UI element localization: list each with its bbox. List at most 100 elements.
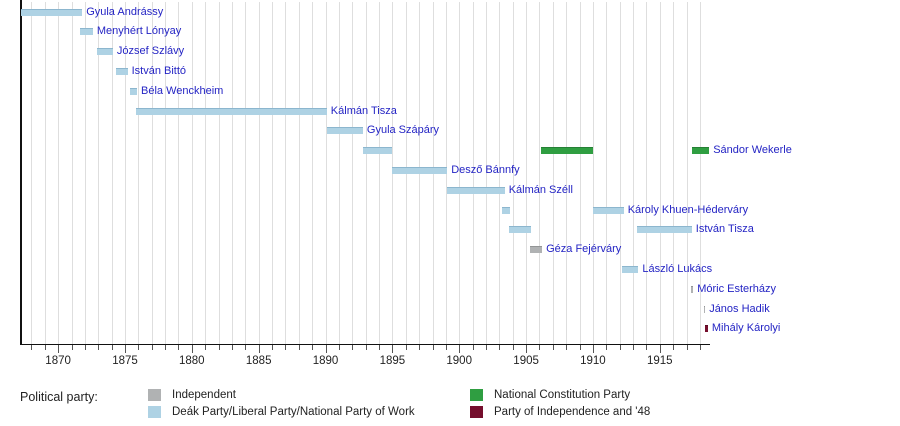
- x-axis-tick: [325, 345, 327, 353]
- pm-name-label: Desző Bánnfy: [451, 163, 520, 176]
- x-axis-tick: [379, 345, 380, 350]
- year-gridline: [125, 2, 126, 344]
- term-bar: [540, 147, 593, 155]
- legend-label: Party of Independence and '48: [494, 406, 651, 418]
- term-bar: [592, 206, 624, 214]
- year-gridline: [325, 2, 327, 344]
- x-axis-tick: [485, 345, 487, 350]
- x-axis-tick: [673, 345, 675, 350]
- term-bar: [637, 226, 692, 234]
- pm-name-label: István Tisza: [695, 223, 754, 236]
- year-gridline: [285, 2, 287, 344]
- x-axis-tick: [659, 345, 661, 353]
- x-axis-tick-label: 1905: [513, 355, 539, 367]
- x-axis-tick: [338, 345, 340, 350]
- year-gridline: [699, 2, 701, 344]
- year-gridline: [566, 2, 568, 344]
- plot-area: 1870 1875 1880 1885 1890 1895 1900 1905 1910 1915…: [20, 0, 792, 367]
- year-gridline: [191, 2, 193, 344]
- x-axis-tick: [432, 345, 434, 350]
- pm-name-label: Gyula Andrássy: [86, 5, 164, 18]
- year-gridline: [272, 2, 273, 344]
- legend-swatch-independence48: [470, 406, 483, 418]
- year-gridline: [686, 2, 688, 344]
- term-bar: [115, 67, 128, 75]
- pm-name-label: Károly Khuen-Héderváry: [627, 203, 749, 216]
- term-bar: [447, 186, 505, 194]
- term-bar: [130, 87, 137, 95]
- x-axis-tick: [566, 345, 568, 350]
- x-axis-tick: [606, 345, 608, 350]
- x-axis-tick: [58, 345, 60, 353]
- x-axis-tick-label: 1900: [446, 355, 472, 367]
- x-axis-tick: [619, 345, 621, 350]
- x-axis-tick: [31, 345, 33, 350]
- year-gridline: [298, 2, 300, 344]
- x-axis-tick-label: 1890: [312, 355, 339, 367]
- year-gridline: [472, 2, 474, 344]
- year-gridline: [526, 2, 528, 344]
- x-axis-tick: [44, 345, 46, 350]
- legend-swatch-independent: [148, 389, 161, 401]
- term-bar: [703, 305, 706, 313]
- x-axis-tick: [365, 345, 367, 350]
- year-gridline: [151, 2, 153, 344]
- x-axis-tick: [165, 345, 167, 350]
- year-gridline: [245, 2, 247, 344]
- x-axis-tick: [125, 345, 126, 353]
- x-axis-tick: [71, 345, 73, 350]
- pm-name-label: Géza Fejérváry: [546, 243, 622, 256]
- term-bar: [20, 8, 83, 16]
- x-axis-tick: [245, 345, 247, 350]
- year-gridline: [138, 2, 140, 344]
- x-axis-tick: [312, 345, 314, 350]
- term-bar: [690, 285, 694, 293]
- term-bar: [705, 325, 708, 333]
- x-axis-tick: [272, 345, 273, 350]
- x-axis-tick-label: 1910: [580, 355, 606, 367]
- term-bar: [96, 48, 113, 56]
- term-bar: [135, 107, 327, 115]
- pm-name-label: István Bittó: [131, 64, 187, 77]
- x-axis-tick: [218, 345, 220, 350]
- year-gridline: [165, 2, 167, 344]
- pm-name-label: Móric Esterházy: [697, 282, 777, 295]
- pm-name-label: Béla Wenckheim: [141, 84, 224, 97]
- x-axis-tick: [646, 345, 648, 350]
- year-gridline: [178, 2, 180, 344]
- year-gridline: [71, 2, 73, 344]
- term-bar: [622, 265, 639, 273]
- pm-name-label: Sándor Wekerle: [713, 144, 792, 157]
- pm-name-label: Menyhért Lónyay: [96, 25, 182, 38]
- x-axis-tick: [686, 345, 688, 350]
- year-gridline: [365, 2, 367, 344]
- year-gridline: [84, 2, 86, 344]
- legend: Political party: Independent Deák Party/L…: [0, 385, 900, 426]
- year-gridline: [579, 2, 581, 344]
- x-axis-tick: [205, 345, 207, 350]
- year-gridline: [659, 2, 661, 344]
- x-axis-tick: [539, 345, 541, 350]
- year-gridline: [606, 2, 608, 344]
- x-axis-tick: [258, 345, 260, 353]
- x-axis-tick-label: 1885: [245, 355, 272, 367]
- x-axis-tick: [285, 345, 287, 350]
- x-axis-tick: [151, 345, 153, 350]
- x-axis-tick: [84, 345, 86, 350]
- pm-name-label: József Szlávy: [116, 45, 185, 58]
- x-axis-tick: [191, 345, 193, 353]
- legend-swatch-constitution: [470, 389, 483, 401]
- year-gridline: [633, 2, 634, 344]
- year-gridline: [338, 2, 340, 344]
- legend-label: Independent: [172, 389, 236, 401]
- year-gridline: [205, 2, 207, 344]
- year-gridline: [231, 2, 233, 344]
- year-gridline: [379, 2, 380, 344]
- year-gridline: [58, 2, 60, 344]
- pm-name-label: László Lukács: [642, 262, 713, 275]
- year-gridline: [485, 2, 487, 344]
- x-axis-tick-label: 1875: [112, 355, 138, 367]
- year-gridline: [98, 2, 100, 344]
- year-gridline: [539, 2, 541, 344]
